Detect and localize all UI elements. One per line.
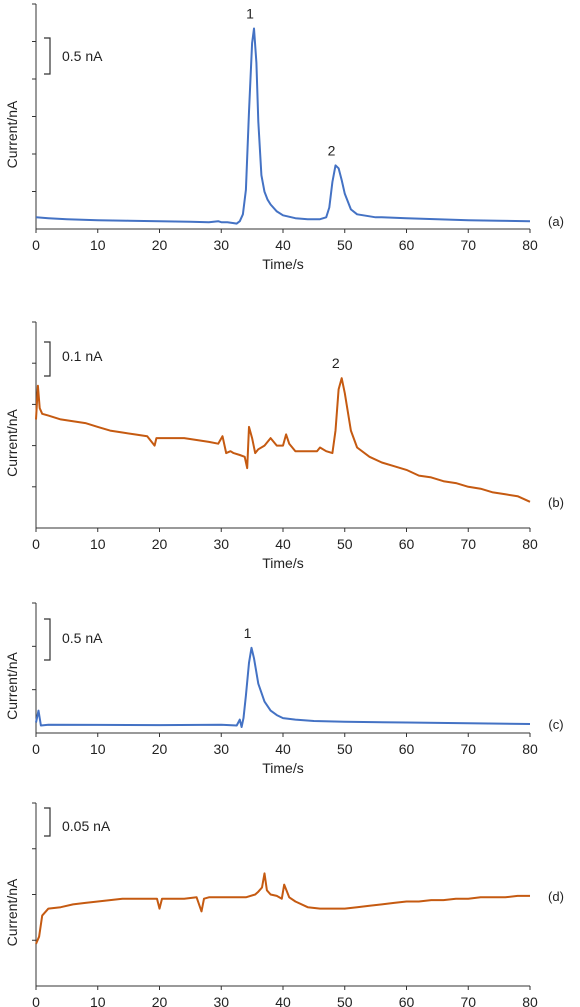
x-tick-label: 60: [399, 536, 415, 552]
x-tick-label: 50: [337, 237, 353, 253]
scale-bar: [44, 37, 51, 75]
series-line: [35, 646, 531, 728]
y-axis-title: Current/nA: [4, 100, 20, 168]
x-tick-label: 20: [152, 994, 168, 1007]
x-tick-label: 30: [213, 741, 229, 757]
peak-label: 2: [328, 142, 336, 158]
scale-bar-label: 0.05 nA: [62, 818, 111, 834]
y-axis-title: Current/nA: [4, 408, 20, 476]
x-tick-label: 80: [522, 994, 538, 1007]
x-tick-label: 70: [460, 536, 476, 552]
scale-bar-label: 0.5 nA: [62, 630, 103, 646]
panel-label: (d): [548, 889, 564, 904]
series-line: [35, 872, 530, 945]
x-tick-label: 80: [522, 237, 538, 253]
x-tick-label: 40: [275, 536, 291, 552]
x-tick-label: 50: [337, 536, 353, 552]
x-tick-label: 20: [152, 237, 168, 253]
x-axis-title: Time/s: [262, 256, 303, 272]
y-axis-title: Current/nA: [4, 651, 20, 719]
x-tick-label: 0: [32, 741, 40, 757]
x-tick-label: 60: [399, 994, 415, 1007]
x-axis-title: Time/s: [262, 760, 303, 776]
chart-panel-c: 0 10 20 30 40 50 60 70 80 Time/s Current/nA 0.5 nA 1…: [4, 602, 564, 776]
x-tick-label: 80: [522, 741, 538, 757]
x-tick-label: 20: [152, 536, 168, 552]
x-tick-label: 0: [32, 994, 40, 1007]
peak-label: 1: [246, 5, 254, 21]
x-tick-label: 30: [213, 994, 229, 1007]
x-tick-label: 40: [275, 741, 291, 757]
chart-panel-a: 0 10 20 30 40 50 60 70 80 Time/s Current/nA 0.5 nA 1…: [4, 3, 564, 272]
x-tick-label: 30: [213, 536, 229, 552]
x-tick-label: 50: [337, 741, 353, 757]
x-tick-label: 0: [32, 237, 40, 253]
x-axis-title: Time/s: [262, 555, 303, 571]
x-tick-label: 20: [152, 741, 168, 757]
scale-bar: [44, 618, 51, 661]
x-tick-label: 40: [275, 994, 291, 1007]
x-tick-label: 0: [32, 536, 40, 552]
x-tick-label: 80: [522, 536, 538, 552]
x-tick-label: 60: [399, 237, 415, 253]
scale-bar: [44, 341, 51, 377]
panel-label: (a): [548, 214, 564, 229]
peak-label: 1: [244, 625, 252, 641]
x-tick-label: 70: [460, 237, 476, 253]
scale-bar: [44, 807, 51, 837]
y-axis-title: Current/nA: [4, 878, 20, 946]
x-tick-label: 10: [90, 994, 106, 1007]
scale-bar-label: 0.1 nA: [62, 348, 103, 364]
x-tick-label: 10: [90, 536, 106, 552]
series-line: [35, 377, 531, 503]
series-line: [35, 27, 531, 225]
x-tick-label: 40: [275, 237, 291, 253]
panel-label: (c): [548, 717, 563, 732]
peak-label: 2: [332, 355, 340, 371]
x-tick-label: 10: [90, 237, 106, 253]
x-tick-label: 70: [460, 741, 476, 757]
x-tick-label: 30: [213, 237, 229, 253]
scale-bar-label: 0.5 nA: [62, 48, 103, 64]
x-tick-label: 60: [399, 741, 415, 757]
panel-label: (b): [548, 495, 564, 510]
x-tick-label: 50: [337, 994, 353, 1007]
x-tick-label: 10: [90, 741, 106, 757]
chart-panel-b: 0 10 20 30 40 50 60 70 80 Time/s Current/nA 0.1 nA 2…: [4, 321, 564, 571]
x-tick-label: 70: [460, 994, 476, 1007]
